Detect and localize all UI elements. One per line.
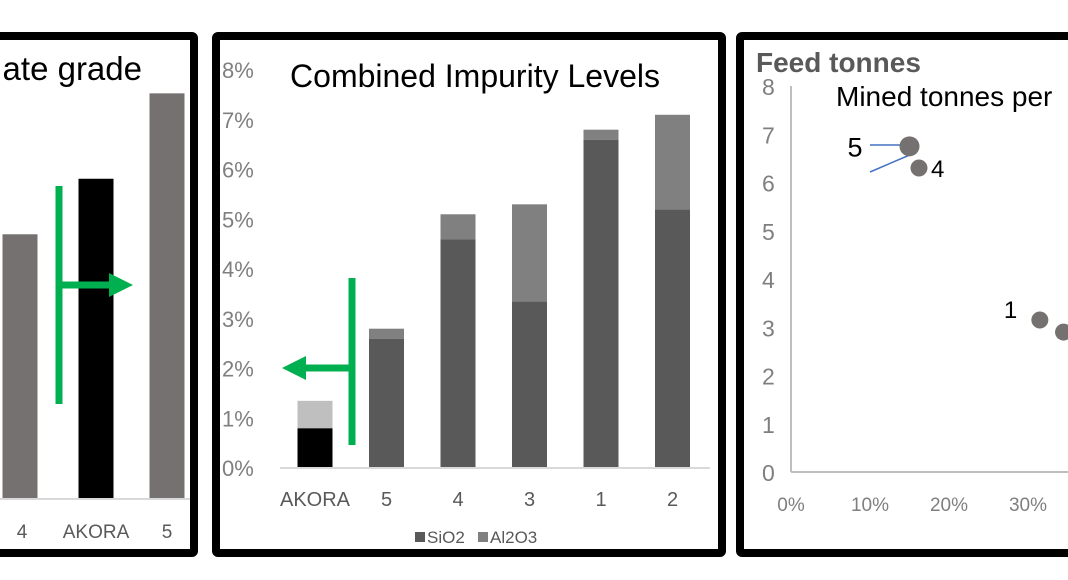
grade-chart-panel: ate grade 4 AKORA 5 [0, 32, 198, 557]
bar-1-sio2 [583, 139, 619, 468]
x-tick-label: AKORA [63, 522, 130, 543]
y-tick-label: 6% [222, 158, 254, 183]
bar-akora [78, 178, 114, 499]
grade-chart: ate grade 4 AKORA 5 [0, 50, 190, 543]
bar-4 [2, 234, 38, 499]
impurity-chart: Combined Impurity Levels 0% 1% 2% 3% 4% 5% 6% 7… [222, 58, 710, 547]
legend-label-sio2: SiO2 [427, 528, 465, 547]
point-label: 1 [1004, 297, 1017, 324]
bar-5 [149, 93, 185, 499]
bar-akora-sio2 [297, 428, 333, 468]
bar-3-sio2 [512, 301, 547, 468]
y-axis-title: Feed tonnes [756, 47, 921, 78]
arrow-head [282, 356, 306, 380]
x-tick-label: 1 [595, 489, 606, 511]
scatter-chart-panel: Feed tonnes Mined tonnes per 0 1 2 3 4 5 6 7 8 0… [736, 32, 1068, 557]
y-tick-label: 5% [222, 207, 254, 232]
y-tick-label: 3 [762, 315, 775, 341]
chart-title: ate grade [3, 50, 142, 87]
x-tick-label: 0% [777, 495, 805, 516]
bar-2-sio2 [655, 209, 690, 469]
y-tick-label: 4 [762, 267, 775, 293]
bar-4-al2o3 [440, 214, 476, 240]
y-tick-label: 1 [762, 412, 775, 438]
legend-swatch-sio2 [415, 532, 425, 542]
y-tick-label: 7 [762, 122, 775, 148]
bar-5-sio2 [369, 338, 404, 468]
x-tick-label: 5 [162, 522, 173, 543]
x-tick-label: 4 [452, 489, 463, 511]
bar-4-sio2 [440, 239, 476, 468]
chart-title: Mined tonnes per [836, 81, 1052, 112]
leader-line-4 [869, 153, 913, 173]
x-tick-label: AKORA [280, 489, 351, 511]
y-tick-label: 1% [222, 406, 254, 431]
y-tick-label: 2% [222, 357, 254, 382]
chart-title: Combined Impurity Levels [290, 58, 660, 94]
arrow-right-annotation [55, 186, 133, 404]
bar-5-al2o3 [369, 328, 404, 339]
x-tick-label: 30% [1009, 495, 1047, 516]
x-tick-label: 4 [17, 522, 28, 543]
arrow-head [109, 273, 133, 297]
y-tick-label: 2 [762, 364, 775, 390]
arrow-left-annotation [282, 278, 356, 445]
scatter-point-5 [899, 136, 920, 157]
scatter-chart: Feed tonnes Mined tonnes per 0 1 2 3 4 5 6 7 8 0… [756, 47, 1068, 516]
point-label: 5 [848, 132, 863, 162]
bar-3-al2o3 [512, 204, 547, 302]
x-tick-label: 5 [381, 489, 392, 511]
x-tick-label: 20% [930, 495, 968, 516]
bar-1-al2o3 [583, 129, 619, 140]
bar-akora-al2o3 [297, 400, 333, 429]
bar-2-al2o3 [655, 114, 690, 210]
legend-label-al2o3: Al2O3 [490, 528, 537, 547]
x-tick-label: 3 [524, 489, 535, 511]
scatter-point-1 [1031, 311, 1049, 329]
y-tick-label: 4% [222, 257, 254, 282]
y-tick-label: 0% [222, 456, 254, 481]
scatter-point [1055, 323, 1068, 341]
x-tick-label: 2 [667, 489, 678, 511]
x-tick-label: 10% [851, 495, 889, 516]
scatter-point-4 [910, 159, 928, 177]
y-tick-label: 3% [222, 307, 254, 332]
y-tick-label: 6 [762, 171, 775, 197]
y-tick-label: 5 [762, 219, 775, 245]
legend: SiO2 Al2O3 [415, 528, 537, 547]
y-tick-label: 8 [762, 74, 775, 100]
y-tick-label: 7% [222, 108, 254, 133]
y-tick-label: 8% [222, 58, 254, 83]
y-tick-label: 0 [762, 460, 775, 486]
impurity-chart-panel: Combined Impurity Levels 0% 1% 2% 3% 4% 5% 6% 7… [212, 32, 726, 557]
legend-swatch-al2o3 [478, 532, 488, 542]
point-label: 4 [931, 156, 944, 183]
